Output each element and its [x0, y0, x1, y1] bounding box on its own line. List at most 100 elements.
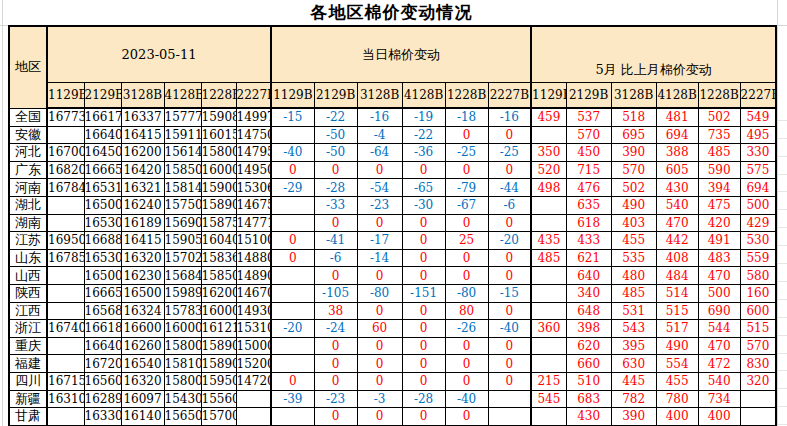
price-cell[interactable]: 15690	[164, 214, 201, 232]
monthly-change-cell[interactable]: 403	[611, 214, 656, 232]
monthly-change-cell[interactable]: 648	[566, 302, 611, 320]
monthly-change-cell[interactable]: 394	[698, 179, 740, 197]
monthly-change-cell[interactable]: 429	[740, 214, 776, 232]
daily-change-cell[interactable]	[488, 390, 531, 408]
monthly-change-cell[interactable]: 502	[698, 108, 740, 126]
monthly-change-cell[interactable]	[531, 302, 566, 320]
price-cell[interactable]: 16310	[47, 390, 84, 408]
daily-change-cell[interactable]: -16	[357, 108, 402, 126]
monthly-change-cell[interactable]: 530	[740, 232, 776, 250]
monthly-change-cell[interactable]: 540	[698, 372, 740, 390]
price-cell[interactable]: 14750	[236, 126, 271, 144]
grade-column-header[interactable]: 1228B	[698, 83, 740, 109]
price-cell[interactable]: 16500	[84, 196, 121, 214]
daily-change-cell[interactable]	[271, 214, 314, 232]
daily-change-cell[interactable]: -67	[445, 196, 488, 214]
monthly-change-cell[interactable]: 481	[656, 108, 698, 126]
price-cell[interactable]: 14950	[236, 161, 271, 179]
monthly-change-cell[interactable]	[531, 355, 566, 373]
price-cell[interactable]: 16330	[84, 408, 121, 426]
price-cell[interactable]: 16785	[47, 249, 84, 267]
daily-change-cell[interactable]: -80	[445, 284, 488, 302]
monthly-change-cell[interactable]: 535	[611, 249, 656, 267]
daily-change-cell[interactable]: 0	[357, 372, 402, 390]
daily-change-cell[interactable]: 0	[445, 355, 488, 373]
price-cell[interactable]: 15905	[164, 232, 201, 250]
price-cell[interactable]: 16450	[84, 144, 121, 162]
monthly-change-cell[interactable]	[531, 284, 566, 302]
daily-change-cell[interactable]: 0	[314, 267, 357, 285]
daily-change-cell[interactable]: 0	[488, 249, 531, 267]
monthly-change-cell[interactable]: 433	[566, 232, 611, 250]
monthly-change-cell[interactable]: 330	[740, 144, 776, 162]
price-cell[interactable]: 15100	[236, 232, 271, 250]
monthly-change-cell[interactable]: 502	[611, 179, 656, 197]
monthly-change-cell[interactable]: 531	[611, 302, 656, 320]
daily-change-cell[interactable]	[271, 355, 314, 373]
price-cell[interactable]	[47, 302, 84, 320]
monthly-change-cell[interactable]: 620	[566, 337, 611, 355]
daily-change-cell[interactable]: -23	[357, 196, 402, 214]
monthly-change-cell[interactable]: 580	[740, 267, 776, 285]
price-cell[interactable]: 15684	[164, 267, 201, 285]
daily-change-cell[interactable]: -65	[402, 179, 445, 197]
monthly-change-cell[interactable]: 517	[656, 320, 698, 338]
price-cell[interactable]: 15890	[201, 355, 236, 373]
price-cell[interactable]: 14890	[236, 267, 271, 285]
monthly-change-cell[interactable]: 485	[531, 249, 566, 267]
price-cell[interactable]	[47, 408, 84, 426]
price-cell[interactable]: 14880	[236, 249, 271, 267]
daily-change-cell[interactable]: 0	[445, 267, 488, 285]
price-cell[interactable]: 16688	[84, 232, 121, 250]
monthly-change-cell[interactable]: 395	[611, 337, 656, 355]
monthly-change-cell[interactable]: 388	[656, 144, 698, 162]
daily-change-cell[interactable]: 0	[402, 408, 445, 426]
monthly-change-cell[interactable]: 320	[740, 372, 776, 390]
price-cell[interactable]: 16665	[84, 284, 121, 302]
price-cell[interactable]: 16200	[121, 144, 164, 162]
monthly-change-cell[interactable]: 690	[698, 302, 740, 320]
price-cell[interactable]: 16640	[84, 337, 121, 355]
monthly-change-cell[interactable]: 618	[566, 214, 611, 232]
daily-change-cell[interactable]: -28	[402, 390, 445, 408]
monthly-change-cell[interactable]: 605	[656, 161, 698, 179]
price-cell[interactable]: 15836	[201, 249, 236, 267]
price-cell[interactable]: 14795	[236, 144, 271, 162]
monthly-change-cell[interactable]: 470	[698, 267, 740, 285]
price-cell[interactable]: 16000	[164, 320, 201, 338]
daily-change-cell[interactable]: 0	[445, 372, 488, 390]
daily-change-cell[interactable]: 0	[271, 249, 314, 267]
region-cell[interactable]: 湖南	[9, 214, 47, 232]
price-cell[interactable]	[47, 355, 84, 373]
monthly-change-cell[interactable]: 483	[698, 249, 740, 267]
price-cell[interactable]	[236, 390, 271, 408]
daily-change-cell[interactable]: -19	[402, 108, 445, 126]
monthly-change-cell[interactable]: 498	[531, 179, 566, 197]
price-cell[interactable]: 15850	[164, 161, 201, 179]
monthly-change-cell[interactable]: 480	[611, 267, 656, 285]
price-cell[interactable]: 16000	[201, 161, 236, 179]
daily-change-cell[interactable]: 0	[488, 372, 531, 390]
monthly-change-cell[interactable]: 442	[656, 232, 698, 250]
grade-column-header[interactable]: 1129B	[531, 83, 566, 109]
daily-change-cell[interactable]: 38	[314, 302, 357, 320]
price-cell[interactable]: 16200	[201, 284, 236, 302]
daily-change-cell[interactable]: 0	[314, 355, 357, 373]
grade-column-header[interactable]: 2227B	[488, 83, 531, 109]
daily-change-cell[interactable]: 0	[314, 372, 357, 390]
daily-change-cell[interactable]: 0	[445, 126, 488, 144]
region-cell[interactable]: 广东	[9, 161, 47, 179]
monthly-change-cell[interactable]: 215	[531, 372, 566, 390]
monthly-change-cell[interactable]: 160	[740, 284, 776, 302]
monthly-change-cell[interactable]: 445	[611, 372, 656, 390]
monthly-change-cell[interactable]: 544	[698, 320, 740, 338]
grade-column-header[interactable]: 1129B	[47, 83, 84, 109]
price-cell[interactable]: 15875	[201, 214, 236, 232]
monthly-change-cell[interactable]: 545	[531, 390, 566, 408]
price-cell[interactable]: 16415	[121, 232, 164, 250]
daily-change-cell[interactable]: -40	[488, 320, 531, 338]
grade-column-header[interactable]: 2129B	[566, 83, 611, 109]
daily-change-cell[interactable]: -26	[445, 320, 488, 338]
price-cell[interactable]: 15911	[164, 126, 201, 144]
price-cell[interactable]: 15800	[164, 337, 201, 355]
